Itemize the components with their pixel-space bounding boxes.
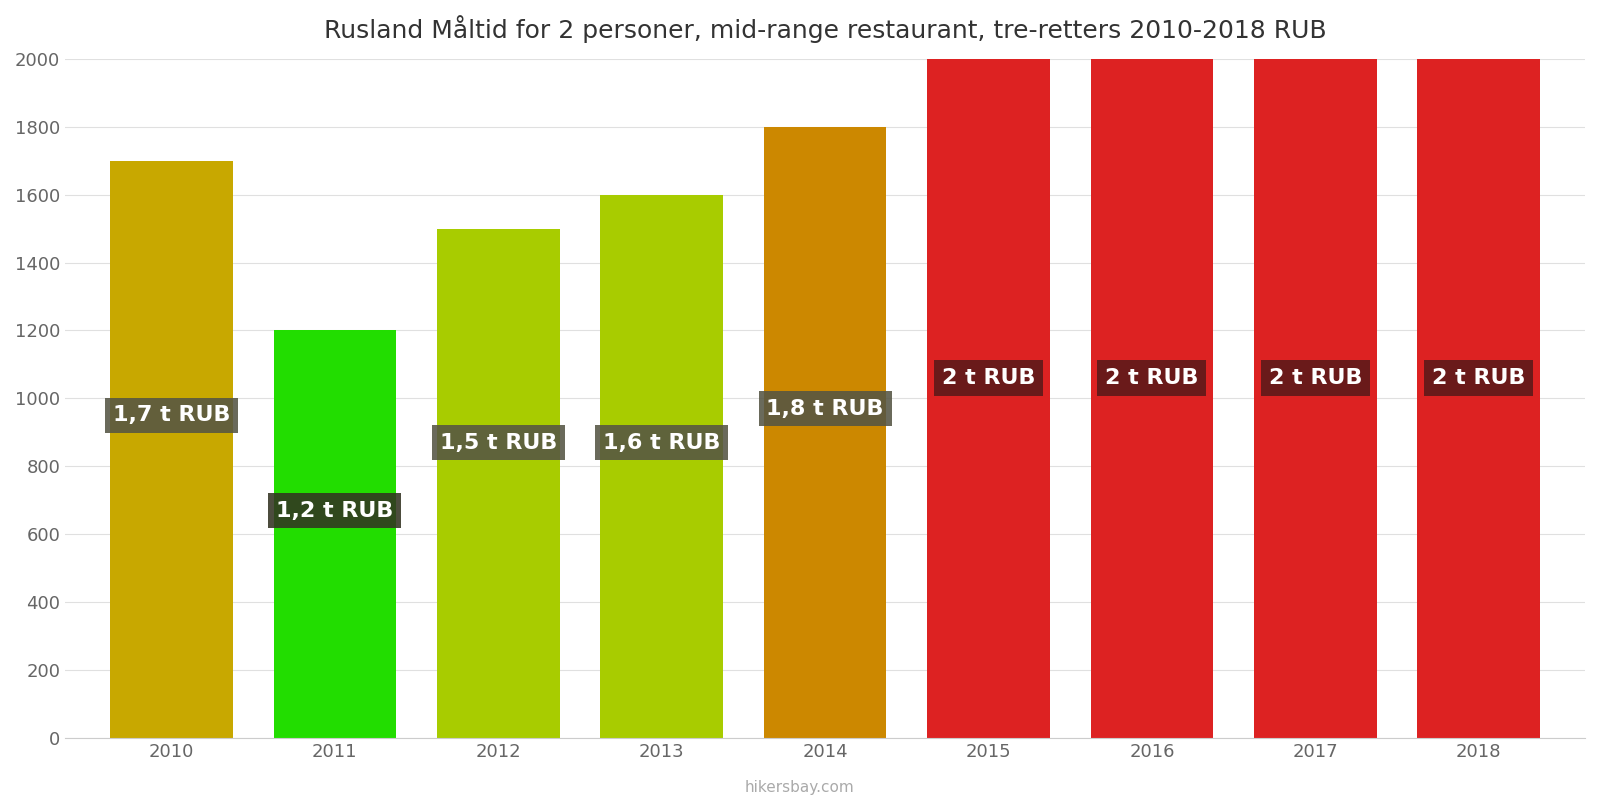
Text: 2 t RUB: 2 t RUB	[1106, 368, 1198, 388]
Text: 1,2 t RUB: 1,2 t RUB	[277, 501, 394, 521]
Text: 1,6 t RUB: 1,6 t RUB	[603, 433, 720, 453]
Bar	[110, 161, 232, 738]
Bar	[437, 229, 560, 738]
Bar	[1418, 58, 1541, 738]
Text: 1,7 t RUB: 1,7 t RUB	[112, 406, 230, 426]
Text: 2 t RUB: 2 t RUB	[1269, 368, 1362, 388]
Bar	[1254, 58, 1376, 738]
Text: 2 t RUB: 2 t RUB	[942, 368, 1035, 388]
Bar	[1091, 58, 1213, 738]
Bar	[763, 126, 886, 738]
Title: Rusland Måltid for 2 personer, mid-range restaurant, tre-retters 2010-2018 RUB: Rusland Måltid for 2 personer, mid-range…	[323, 15, 1326, 43]
Text: 1,8 t RUB: 1,8 t RUB	[766, 398, 883, 418]
Text: 2 t RUB: 2 t RUB	[1432, 368, 1525, 388]
Bar	[928, 58, 1050, 738]
Text: hikersbay.com: hikersbay.com	[746, 780, 854, 795]
Bar	[274, 330, 397, 738]
Bar	[600, 194, 723, 738]
Text: 1,5 t RUB: 1,5 t RUB	[440, 433, 557, 453]
